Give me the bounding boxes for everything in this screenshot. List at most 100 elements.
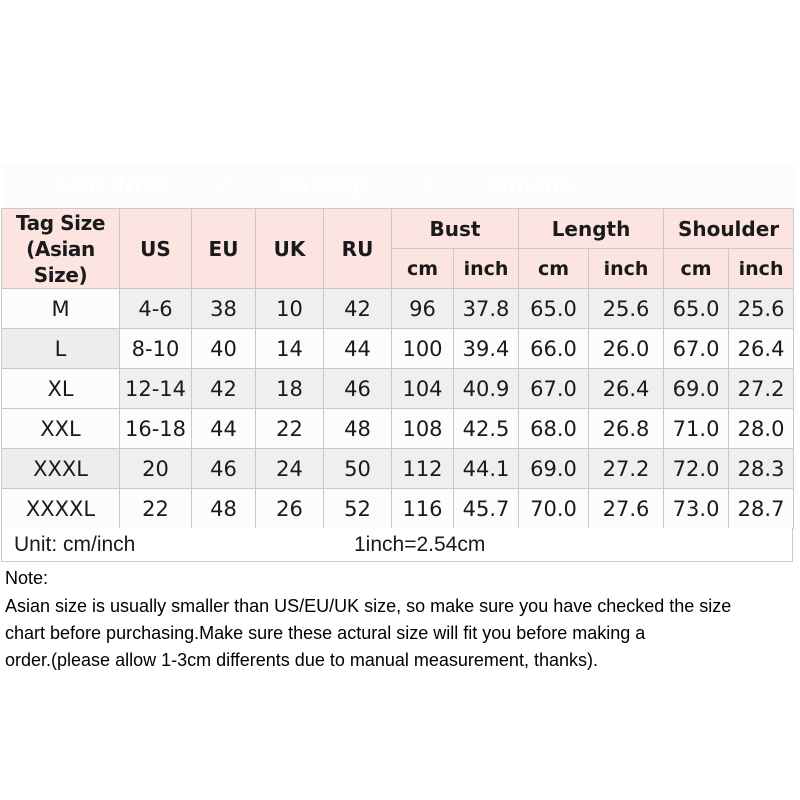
cell-length-cm: 70.0 — [518, 488, 589, 529]
cell-ru: 46 — [323, 368, 392, 409]
cell-uk: 26 — [255, 488, 324, 529]
cell-shoulder-cm: 71.0 — [663, 408, 730, 449]
cell-bust-inch: 37.8 — [453, 288, 519, 329]
cell-tag: XXXL — [1, 448, 120, 489]
cell-shoulder-cm: 72.0 — [663, 448, 730, 489]
cell-shoulder-cm: 67.0 — [663, 328, 730, 369]
cell-length-inch: 26.0 — [587, 328, 665, 369]
cell-uk: 22 — [255, 408, 324, 449]
title-separator: / — [219, 173, 228, 199]
cell-bust-inch: 45.7 — [453, 488, 519, 529]
cell-us: 22 — [119, 488, 192, 529]
cell-us: 4-6 — [119, 288, 192, 329]
tag-size-line2: (Asian Size) — [26, 236, 95, 287]
size-row-xxxxl: XXXXL 22 48 26 52 116 45.7 70.0 27.6 73.… — [1, 488, 795, 529]
cell-shoulder-inch: 28.0 — [728, 408, 795, 449]
cell-shoulder-cm: 65.0 — [663, 288, 730, 329]
cell-length-cm: 66.0 — [518, 328, 589, 369]
cell-shoulder-inch: 25.6 — [728, 288, 795, 329]
cell-bust-cm: 96 — [391, 288, 454, 329]
cell-uk: 10 — [255, 288, 324, 329]
unit-bar: Unit: cm/inch 1inch=2.54cm — [1, 528, 793, 562]
unit-header-length-cm: cm — [518, 248, 589, 289]
size-row-xl: XL 12-14 42 18 46 104 40.9 67.0 26.4 69.… — [1, 368, 795, 409]
cell-shoulder-inch: 26.4 — [728, 328, 795, 369]
note-line: order.(please allow 1-3cm differents due… — [5, 650, 598, 670]
cell-eu: 40 — [191, 328, 256, 369]
col-header-shoulder: Shoulder — [663, 208, 795, 249]
cell-us: 8-10 — [119, 328, 192, 369]
cell-eu: 46 — [191, 448, 256, 489]
col-header-us: US — [119, 208, 192, 289]
col-header-bust: Bust — [391, 208, 519, 249]
cell-bust-inch: 40.9 — [453, 368, 519, 409]
size-row-l: L 8-10 40 14 44 100 39.4 66.0 26.0 67.0 … — [1, 328, 795, 369]
cell-ru: 42 — [323, 288, 392, 329]
cell-length-inch: 27.6 — [587, 488, 665, 529]
cell-tag: XL — [1, 368, 120, 409]
note-line: chart before purchasing.Make sure these … — [5, 623, 646, 643]
title-text-group: Size INFO / Размер / Tamaño — [2, 173, 664, 199]
cell-shoulder-inch: 28.7 — [728, 488, 795, 529]
cell-eu: 38 — [191, 288, 256, 329]
cell-bust-cm: 100 — [391, 328, 454, 369]
cell-bust-cm: 112 — [391, 448, 454, 489]
unit-header-shoulder-inch: inch — [728, 248, 795, 289]
cell-length-inch: 26.4 — [587, 368, 665, 409]
cell-ru: 50 — [323, 448, 392, 489]
cell-length-cm: 67.0 — [518, 368, 589, 409]
cell-shoulder-inch: 28.3 — [728, 448, 795, 489]
col-header-eu: EU — [191, 208, 256, 289]
cell-ru: 52 — [323, 488, 392, 529]
size-row-xxl: XXL 16-18 44 22 48 108 42.5 68.0 26.8 71… — [1, 408, 795, 449]
cell-tag: XXL — [1, 408, 120, 449]
size-row-m: M 4-6 38 10 42 96 37.8 65.0 25.6 65.0 25… — [1, 288, 795, 329]
cell-bust-inch: 44.1 — [453, 448, 519, 489]
title-empty-area — [663, 164, 794, 209]
cell-us: 20 — [119, 448, 192, 489]
header-row-groups: Tag Size (Asian Size) US EU UK RU Bust L… — [1, 208, 795, 289]
title-size-info: Size INFO — [55, 173, 166, 199]
col-header-tag-size: Tag Size (Asian Size) — [1, 208, 120, 289]
cell-length-inch: 25.6 — [587, 288, 665, 329]
unit-label: Unit: cm/inch — [14, 532, 136, 556]
cell-ru: 48 — [323, 408, 392, 449]
cell-bust-cm: 104 — [391, 368, 454, 409]
col-header-ru: RU — [323, 208, 392, 289]
cell-bust-cm: 108 — [391, 408, 454, 449]
size-row-xxxl: XXXL 20 46 24 50 112 44.1 69.0 27.2 72.0… — [1, 448, 795, 489]
title-row: Size INFO / Размер / Tamaño — [1, 164, 794, 209]
cell-eu: 44 — [191, 408, 256, 449]
unit-header-bust-inch: inch — [453, 248, 519, 289]
cell-tag: L — [1, 328, 120, 369]
cell-shoulder-inch: 27.2 — [728, 368, 795, 409]
cell-shoulder-cm: 73.0 — [663, 488, 730, 529]
cell-bust-inch: 39.4 — [453, 328, 519, 369]
title-razmer: Размер — [281, 173, 368, 199]
cell-bust-cm: 116 — [391, 488, 454, 529]
cell-tag: XXXXL — [1, 488, 120, 529]
title-tamano: Tamaño — [483, 173, 574, 199]
cell-ru: 44 — [323, 328, 392, 369]
unit-header-length-inch: inch — [587, 248, 665, 289]
title-separator: / — [421, 173, 430, 199]
cell-us: 12-14 — [119, 368, 192, 409]
cell-length-cm: 65.0 — [518, 288, 589, 329]
cell-eu: 42 — [191, 368, 256, 409]
tag-size-line1: Tag Size — [15, 210, 106, 235]
cell-bust-inch: 42.5 — [453, 408, 519, 449]
unit-header-shoulder-cm: cm — [663, 248, 730, 289]
note-section: Note: Asian size is usually smaller than… — [5, 565, 797, 674]
cell-tag: M — [1, 288, 120, 329]
col-header-uk: UK — [255, 208, 324, 289]
cell-uk: 18 — [255, 368, 324, 409]
size-chart-table: Size INFO / Размер / Tamaño Tag Size (As… — [1, 164, 795, 529]
note-heading: Note: — [5, 568, 49, 588]
unit-header-bust-cm: cm — [391, 248, 454, 289]
title-band: Size INFO / Размер / Tamaño — [1, 164, 664, 209]
cell-uk: 24 — [255, 448, 324, 489]
cell-eu: 48 — [191, 488, 256, 529]
note-line: Asian size is usually smaller than US/EU… — [5, 596, 732, 616]
cell-length-inch: 26.8 — [587, 408, 665, 449]
